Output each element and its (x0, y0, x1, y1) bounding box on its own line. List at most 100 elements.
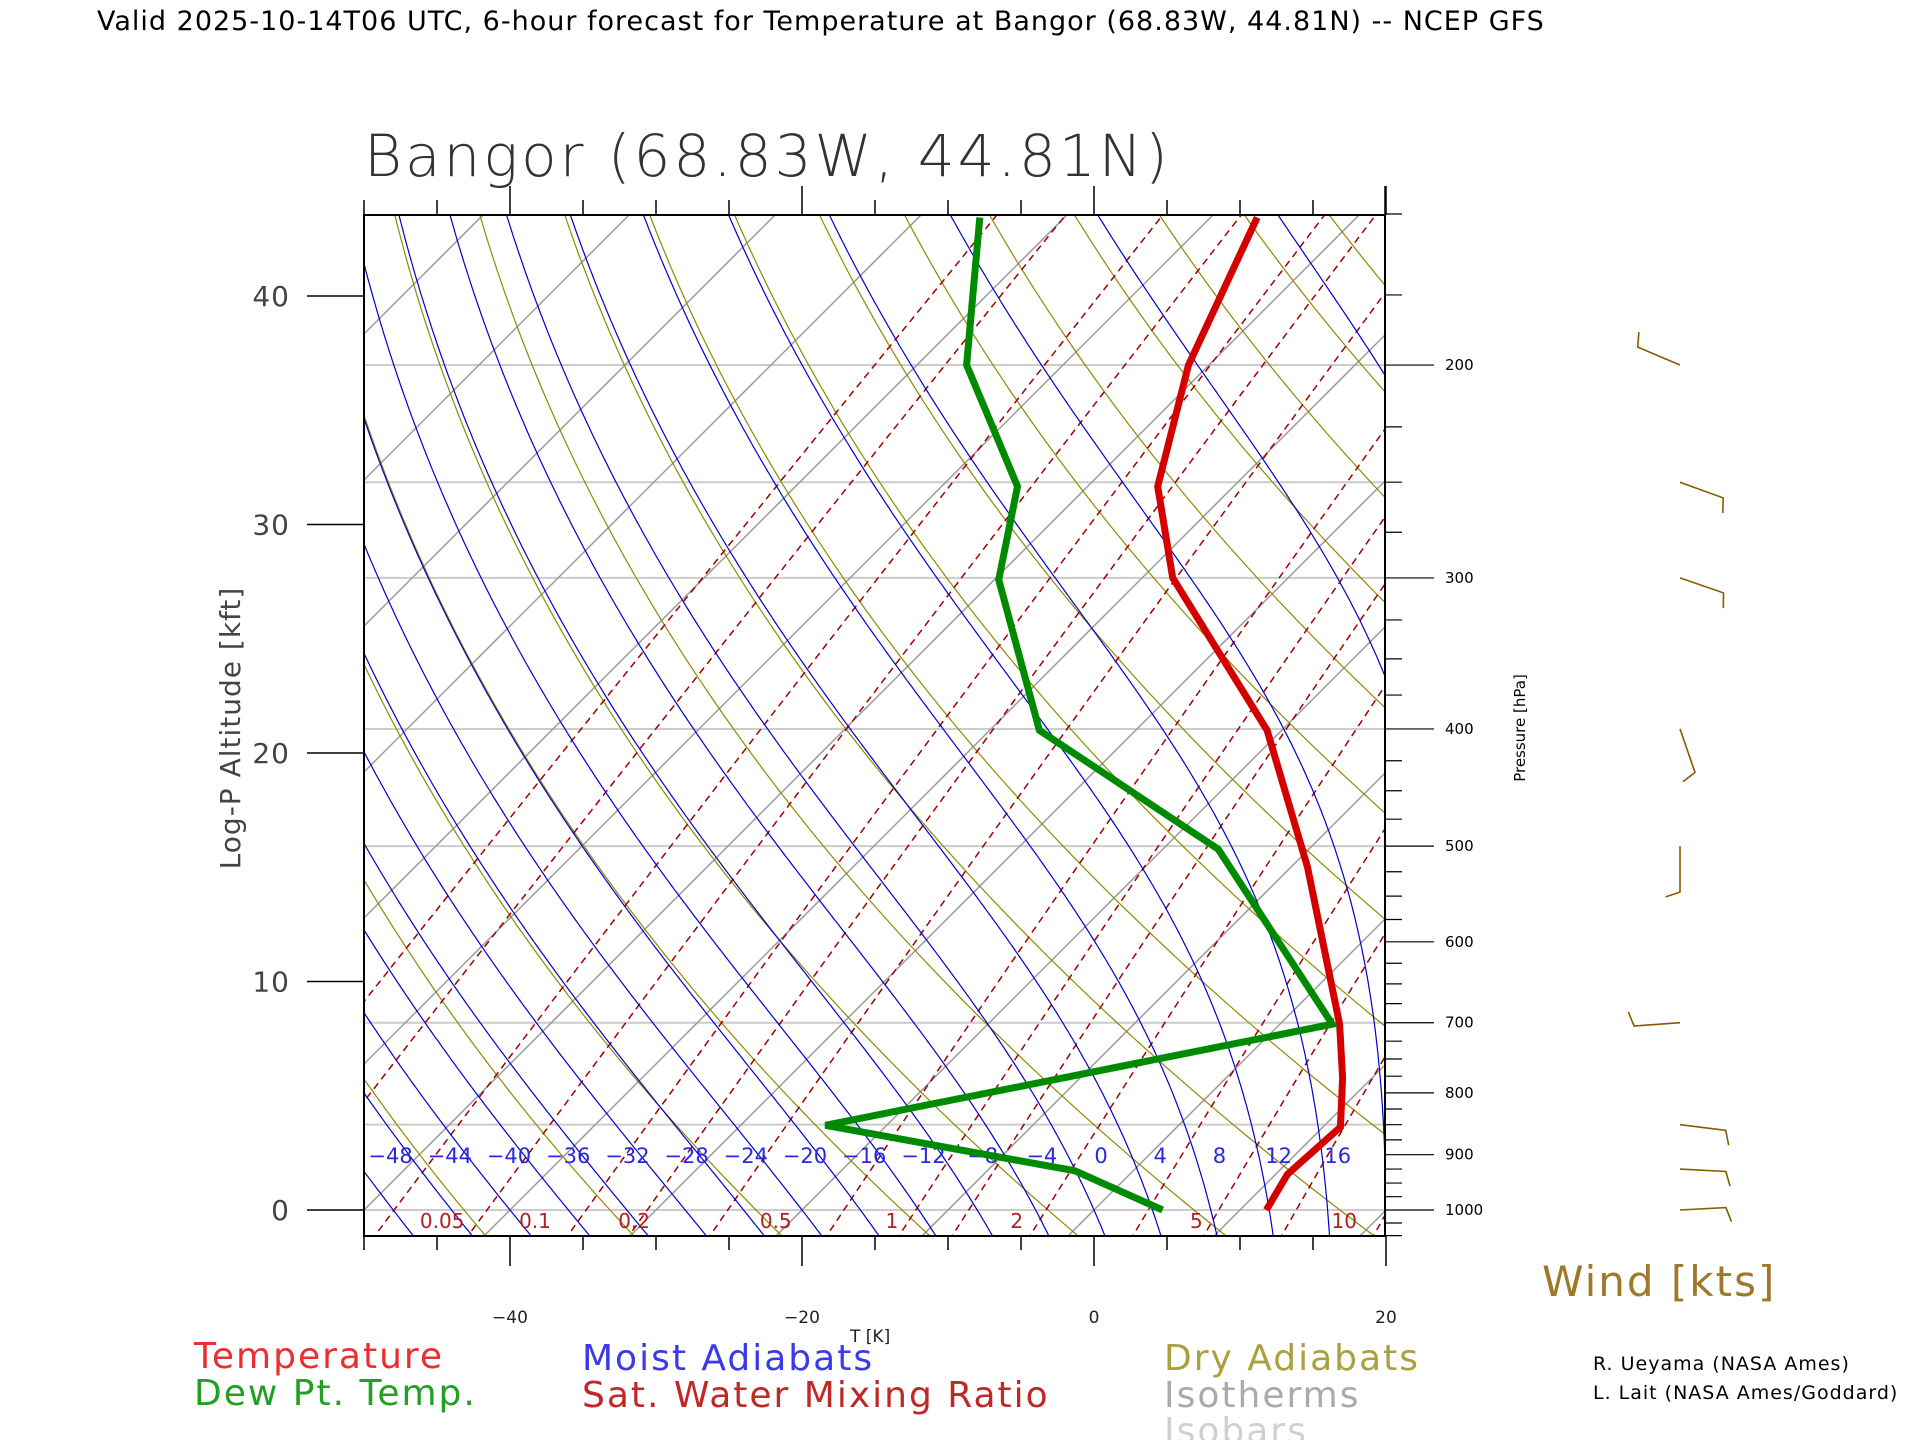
moist-adiabat-line (1469, 181, 1621, 1242)
inner-labels: −48 −44 −40 −36 −32 −28 −24 −20 −16 −12 −8 −4 0 4 8 12 1… (368, 1144, 1357, 1233)
moist-adiabat-line (1613, 181, 1737, 1242)
x-tick-label: −40 (492, 1308, 528, 1328)
moist-adiabat-label: −28 (664, 1144, 708, 1168)
dry-adiabat-line (818, 215, 1385, 920)
dry-adiabat-line (1720, 180, 1920, 1241)
legend-mixing-ratio: Sat. Water Mixing Ratio (582, 1375, 1050, 1416)
dry-adiabat-line (1554, 180, 1920, 1241)
moist-adiabat-line (0, 570, 240, 1242)
mixing-ratio-line (1280, 1055, 1385, 1236)
altitude-tick-label: 40 (252, 280, 290, 313)
moist-adiabat-line (569, 215, 1162, 1236)
mixing-ratio-line (364, 215, 1067, 1103)
x-tick-label: 0 (1089, 1308, 1100, 1328)
isotherm-line (1648, 200, 1920, 1240)
wind-barb (1679, 1123, 1730, 1146)
dry-adiabat-line (364, 663, 783, 1236)
legend-isotherms: Isotherms (1164, 1375, 1360, 1416)
moist-adiabat-line (949, 215, 1385, 1184)
dry-adiabat-line (364, 413, 931, 1236)
isotherm-line (364, 215, 485, 336)
dry-adiabat-line (1887, 180, 1920, 1241)
legend-dewpoint: Dew Pt. Temp. (194, 1373, 477, 1414)
moist-adiabat-label: 16 (1324, 1144, 1351, 1168)
altitude-tick-label: 20 (252, 737, 290, 770)
wind-title: Wind [kts] (1542, 1257, 1776, 1306)
moist-adiabat-line (642, 215, 1218, 1236)
moist-adiabat-line (364, 1011, 533, 1236)
mixing-ratio-label: 0.2 (618, 1209, 650, 1233)
isotherm-line (774, 625, 1385, 1236)
isotherm-line (364, 215, 1215, 1066)
profiles (824, 216, 1347, 1214)
dry-adiabat-line (1387, 180, 1920, 1241)
wind-barb (1665, 846, 1681, 898)
dry-adiabat-line (988, 215, 1385, 709)
pressure-tick-label: 800 (1445, 1084, 1474, 1102)
moist-adiabat-line (1670, 181, 1882, 1242)
pressure-tick-label: 200 (1445, 356, 1474, 374)
dry-adiabat-line (0, 180, 341, 1241)
altitude-tick-label: 10 (252, 966, 290, 999)
wind-barbs (1627, 331, 1733, 1222)
moist-adiabat-line (0, 711, 3, 1241)
mixing-ratio-line (1131, 827, 1385, 1236)
plot-background-lines (0, 180, 1920, 1242)
wind-barb (1679, 1168, 1731, 1187)
credit-2: L. Lait (NASA Ames/Goddard) (1593, 1382, 1898, 1404)
credit-1: R. Ueyama (NASA Ames) (1593, 1353, 1850, 1375)
wind-barb (1679, 481, 1725, 514)
mixing-ratio-line (373, 215, 1164, 1236)
moist-adiabat-line (364, 750, 708, 1236)
isotherm-line (364, 215, 923, 774)
mixing-ratio-line (627, 215, 1377, 1236)
moist-adiabat-line (0, 638, 121, 1242)
isotherm-line (0, 200, 352, 1240)
mixing-ratio-line (566, 215, 1326, 1236)
isotherm-line (364, 215, 631, 482)
moist-adiabat-label: −24 (724, 1144, 768, 1168)
moist-adiabat-line (364, 261, 937, 1236)
moist-adiabat-label: −20 (783, 1144, 827, 1168)
pressure-tick-label: 300 (1445, 569, 1474, 587)
altitude-tick-label: 0 (271, 1194, 290, 1227)
dry-adiabat-line (364, 1078, 487, 1236)
temperature-line (1154, 216, 1347, 1212)
moist-adiabat-line (449, 215, 1050, 1236)
isotherm-line (1502, 200, 1920, 1240)
mixing-ratio-line (364, 215, 998, 1003)
plot-frame (363, 214, 1386, 1237)
moist-adiabat-label: −48 (368, 1144, 412, 1168)
mixing-ratio-label: 0.1 (519, 1209, 551, 1233)
wind-barb (1636, 331, 1681, 366)
pressure-tick-label: 900 (1445, 1146, 1474, 1164)
legend-dry-adiabats: Dry Adiabats (1164, 1338, 1420, 1379)
isotherm-line (1212, 1063, 1385, 1236)
moist-adiabat-line (0, 533, 299, 1242)
mixing-ratio-label: 10 (1332, 1209, 1357, 1233)
isotherm-line (1066, 917, 1385, 1236)
wind-barb (1679, 1206, 1733, 1222)
dry-adiabat-line (1243, 215, 1385, 393)
moist-adiabat-line (364, 928, 591, 1236)
dry-adiabat-line (649, 215, 1385, 1136)
wind-barb (1679, 577, 1725, 609)
dry-adiabat-line (564, 215, 1376, 1236)
y-axis-label: Log-P Altitude [kft] (214, 587, 247, 870)
mixing-ratio-line (1537, 180, 1920, 1241)
mixing-ratio-label: 5 (1190, 1209, 1203, 1233)
dry-adiabat-line (1804, 180, 1920, 1241)
mixing-ratio-line (1202, 932, 1385, 1236)
wind-barb (1679, 728, 1696, 783)
axes: −40 −20 0 200102030402003004005006007008009… (252, 186, 1483, 1328)
moist-adiabat-label: −32 (605, 1144, 649, 1168)
legend-temperature: Temperature (193, 1336, 444, 1377)
mixing-ratio-line (825, 427, 1385, 1236)
moist-adiabat-line (505, 215, 1106, 1236)
moist-adiabat-label: 12 (1265, 1144, 1292, 1168)
dry-adiabat-line (364, 878, 635, 1236)
moist-adiabat-line (727, 215, 1274, 1236)
moist-adiabat-label: −36 (546, 1144, 590, 1168)
dry-adiabat-line (734, 215, 1385, 1027)
